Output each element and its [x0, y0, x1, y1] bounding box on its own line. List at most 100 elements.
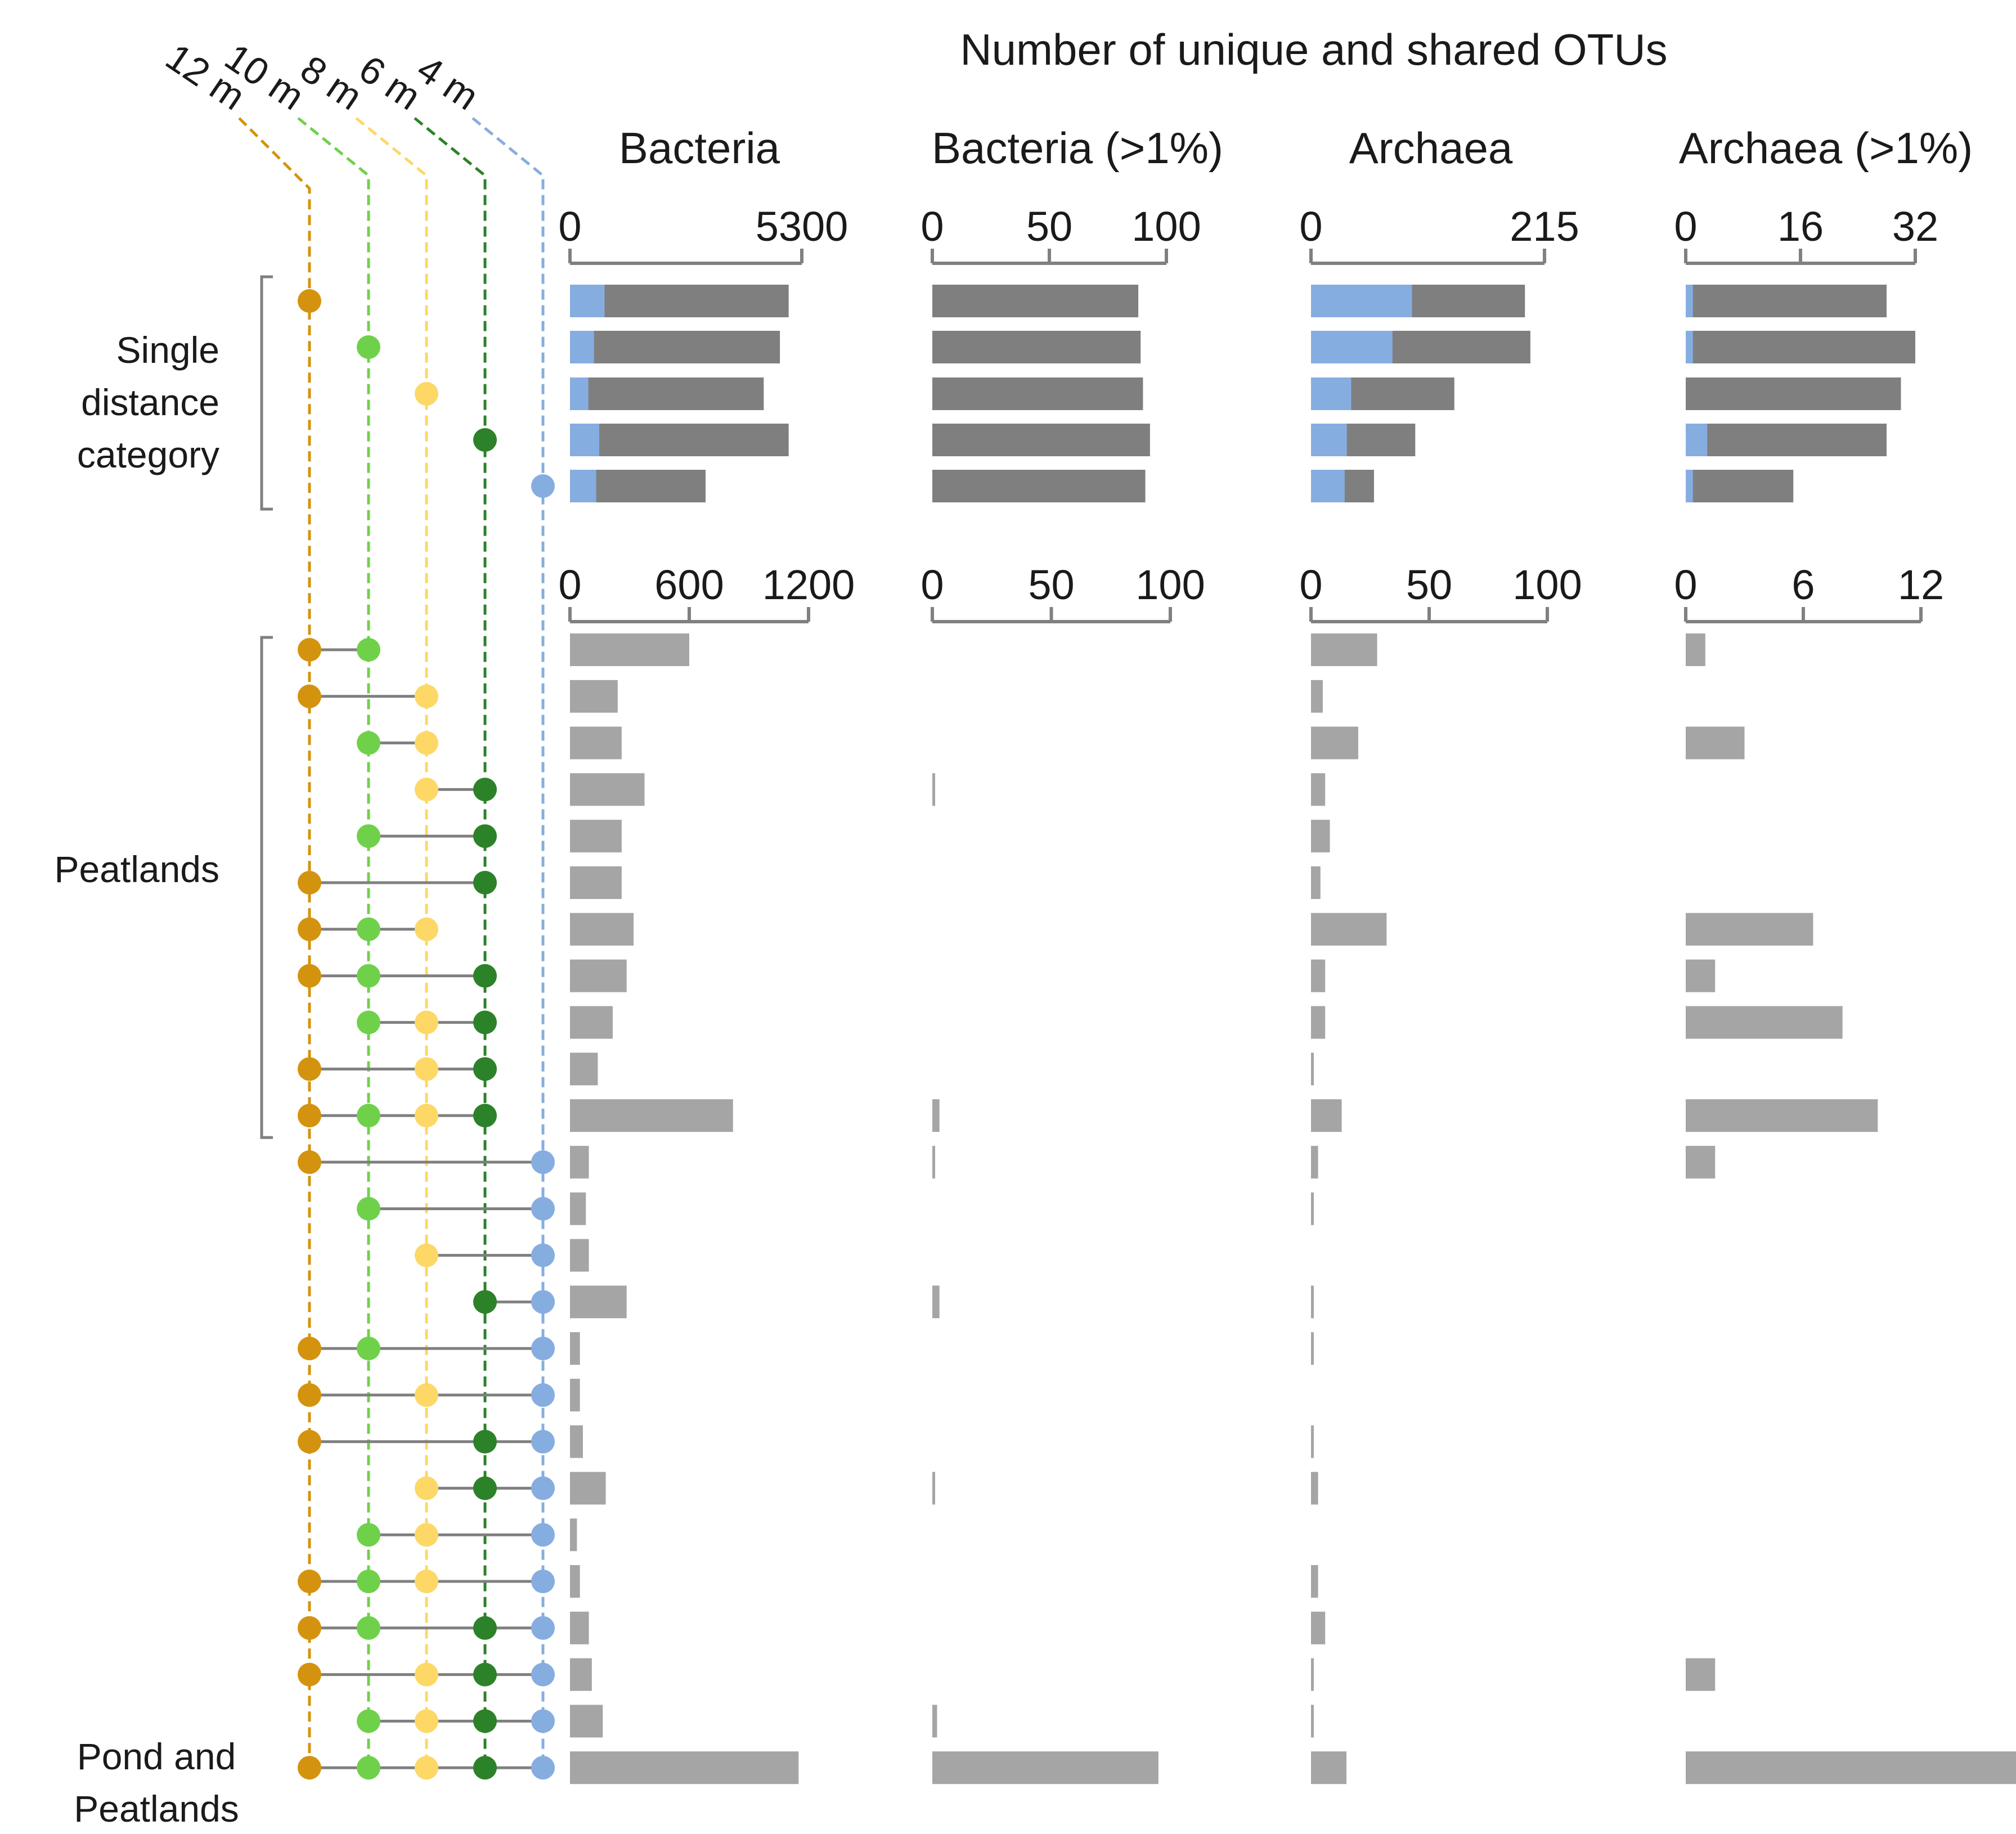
distance-dot — [357, 1197, 380, 1221]
distance-line-10m — [297, 117, 370, 1768]
unique-axis: 0 215 — [1299, 203, 1579, 265]
distance-dot — [415, 1010, 438, 1035]
unique-total-bar — [1686, 424, 1887, 456]
tick-label: 0 — [558, 561, 581, 608]
unique-total-bar — [932, 285, 1139, 317]
shared-bar — [1311, 1145, 1318, 1179]
distance-dot — [531, 1523, 555, 1547]
distance-dot — [531, 1430, 555, 1454]
distance-dot — [298, 1756, 321, 1780]
shared-bar — [570, 726, 622, 759]
shared-bar — [932, 1472, 935, 1505]
distance-dot — [298, 1337, 321, 1360]
distance-dot — [473, 1057, 497, 1081]
distance-dot — [298, 964, 321, 988]
unique-highlight-bar — [1311, 470, 1345, 502]
shared-axis: 0 600 1200 — [558, 561, 855, 623]
distance-dot — [531, 1383, 555, 1407]
distance-dot — [298, 1104, 321, 1127]
shared-row-dots — [357, 731, 438, 755]
unique-highlight-bar — [570, 377, 589, 410]
shared-bar — [570, 1332, 580, 1365]
shared-bar — [932, 1099, 940, 1132]
shared-bar — [1686, 633, 1705, 666]
shared-bar — [932, 1285, 940, 1319]
unique-highlight-bar — [570, 285, 605, 317]
unique-highlight-bar — [1311, 377, 1352, 410]
shared-bar — [1311, 1611, 1326, 1644]
distance-dot — [531, 1243, 555, 1267]
tick-label: 50 — [1028, 561, 1074, 608]
tick-label: 5300 — [756, 203, 848, 250]
panel-title: Bacteria — [619, 123, 780, 173]
tick-label: 1200 — [762, 561, 855, 608]
shared-bar — [570, 1705, 603, 1738]
unique-highlight-bar — [1686, 470, 1693, 502]
shared-row-dots — [298, 1616, 555, 1640]
shared-axis: 0 50 100 — [921, 561, 1205, 623]
unique-highlight-bar — [1311, 331, 1393, 363]
shared-bar — [1311, 773, 1326, 806]
distance-dot — [531, 1197, 555, 1221]
shared-row-dots — [473, 1290, 555, 1314]
tick-label: 0 — [921, 203, 944, 250]
unique-highlight-bar — [1686, 424, 1708, 456]
unique-axis: 0 5300 — [558, 203, 848, 265]
distance-dot — [531, 1476, 555, 1500]
shared-bar — [570, 1751, 799, 1784]
tick-label: 50 — [1406, 561, 1452, 608]
group-label-pond-peatlands: Pond and Peatlands — [74, 1736, 239, 1829]
unique-total-bar — [570, 424, 789, 456]
distance-dot — [473, 428, 497, 452]
shared-bar — [1311, 1332, 1314, 1365]
distance-dot — [415, 684, 438, 708]
distance-dot — [415, 1476, 438, 1500]
tick-label: 16 — [1777, 203, 1824, 250]
panel-title: Archaea (>1%) — [1679, 123, 1973, 173]
distance-dot — [415, 1570, 438, 1593]
distance-dot — [473, 871, 497, 894]
shared-axis: 0 6 12 — [1674, 561, 1944, 623]
shared-bar — [570, 1518, 577, 1552]
shared-bar — [570, 1565, 580, 1598]
distance-dot — [357, 1756, 380, 1780]
group-bracket-peatlands — [260, 636, 273, 1139]
distance-dot — [357, 638, 380, 662]
distance-dot — [357, 1337, 380, 1360]
distance-lines-layer: 12 m10 m8 m6 m4 m — [158, 35, 545, 1768]
distance-dot — [473, 1616, 497, 1640]
shared-row-dots — [298, 684, 438, 708]
tick-label: 100 — [1512, 561, 1582, 608]
unique-highlight-bar — [1311, 285, 1412, 317]
tick-label: 600 — [654, 561, 724, 608]
shared-bar — [932, 773, 935, 806]
tick-label: 100 — [1135, 561, 1205, 608]
tick-label: 0 — [1299, 203, 1322, 250]
shared-bar — [1686, 1145, 1716, 1179]
shared-bar — [1686, 726, 1745, 759]
shared-bar — [932, 1705, 937, 1738]
unique-total-bar — [932, 331, 1141, 363]
shared-row-dots — [298, 1570, 555, 1593]
distance-dot — [473, 1010, 497, 1035]
distance-line-6m — [414, 117, 487, 1768]
distance-dot — [357, 335, 380, 359]
shared-row-dots — [298, 1150, 555, 1174]
distance-dot — [357, 1709, 380, 1733]
shared-bar — [1311, 1099, 1342, 1132]
shared-bar — [1311, 1285, 1314, 1319]
unique-total-bar — [932, 377, 1143, 410]
unique-total-bar — [1686, 470, 1794, 502]
unique-total-bar — [570, 285, 789, 317]
unique-row-dots — [298, 289, 321, 313]
distance-label: 4 m — [410, 47, 486, 118]
distance-dot — [531, 1570, 555, 1593]
shared-bar — [1311, 1705, 1314, 1738]
distance-dot — [473, 964, 497, 988]
shared-row-dots — [298, 1337, 555, 1360]
shared-row-dots — [357, 1523, 555, 1547]
unique-total-bar — [932, 424, 1150, 456]
distance-dot — [298, 871, 321, 894]
distance-dot — [473, 1476, 497, 1500]
